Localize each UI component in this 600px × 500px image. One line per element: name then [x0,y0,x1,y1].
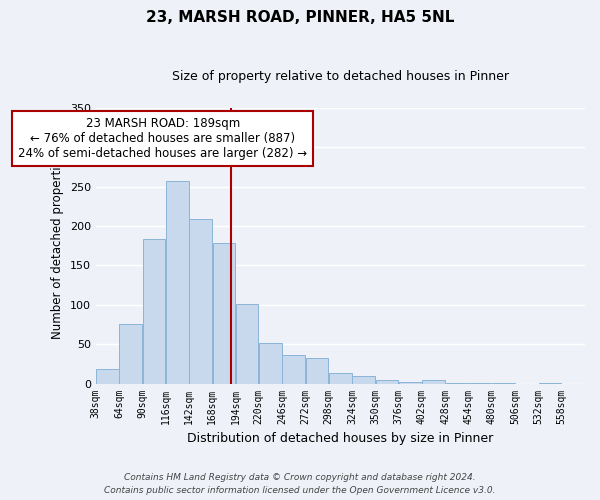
Y-axis label: Number of detached properties: Number of detached properties [51,152,64,338]
Bar [492,383,515,384]
Bar [259,344,282,384]
Bar [119,324,142,384]
Bar [189,219,212,384]
Bar [446,383,468,384]
Bar [469,383,491,384]
X-axis label: Distribution of detached houses by size in Pinner: Distribution of detached houses by size … [187,432,493,445]
Bar [212,242,235,384]
Title: Size of property relative to detached houses in Pinner: Size of property relative to detached ho… [172,70,509,83]
Bar [236,304,259,384]
Bar [306,358,328,384]
Bar [329,372,352,384]
Text: 23 MARSH ROAD: 189sqm
← 76% of detached houses are smaller (887)
24% of semi-det: 23 MARSH ROAD: 189sqm ← 76% of detached … [19,117,307,160]
Bar [96,370,119,384]
Bar [376,380,398,384]
Bar [143,240,165,384]
Bar [283,355,305,384]
Bar [422,380,445,384]
Bar [539,383,562,384]
Text: Contains HM Land Registry data © Crown copyright and database right 2024.
Contai: Contains HM Land Registry data © Crown c… [104,474,496,495]
Bar [166,181,188,384]
Text: 23, MARSH ROAD, PINNER, HA5 5NL: 23, MARSH ROAD, PINNER, HA5 5NL [146,10,454,25]
Bar [399,382,422,384]
Bar [352,376,375,384]
